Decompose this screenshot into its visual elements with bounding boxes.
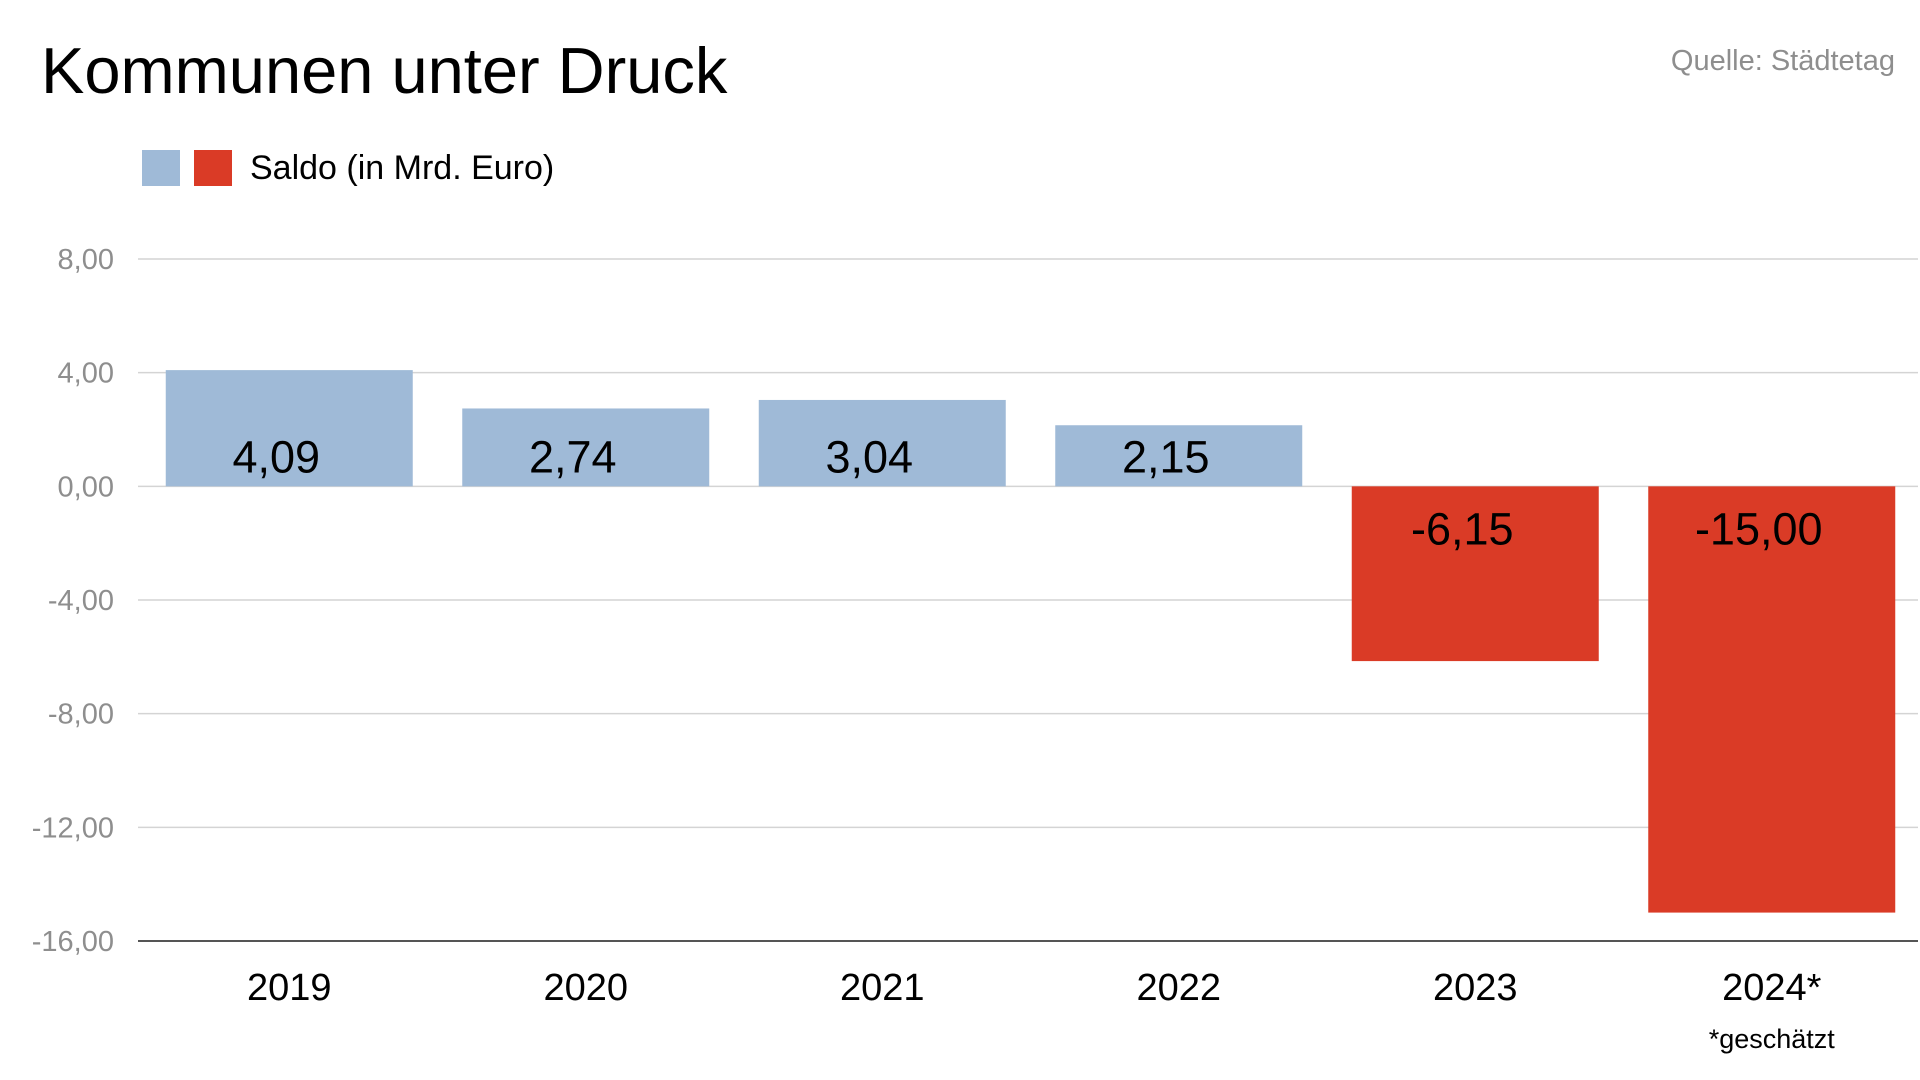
legend-swatch-positive — [142, 150, 180, 186]
bar-2021 — [758, 399, 1006, 487]
value-label: 3,04 — [825, 431, 913, 482]
value-label: -15,00 — [1695, 503, 1823, 554]
x-tick-label: 2022 — [1136, 967, 1221, 1009]
bar-2020 — [462, 408, 710, 487]
y-tick-label: 8,00 — [58, 244, 114, 276]
value-label: 4,09 — [232, 431, 320, 482]
estimate-note: *geschätzt — [1709, 1024, 1836, 1054]
x-tick-label: 2021 — [840, 967, 925, 1009]
legend: Saldo (in Mrd. Euro) — [142, 148, 555, 187]
bar-2024 — [1648, 486, 1896, 913]
x-tick-label: 2024* — [1722, 967, 1822, 1009]
y-tick-label: -16,00 — [32, 926, 114, 958]
bars — [165, 370, 1896, 913]
value-label: 2,15 — [1122, 431, 1210, 482]
chart-title: Kommunen unter Druck — [41, 34, 728, 107]
y-tick-label: -8,00 — [48, 699, 114, 731]
y-tick-label: -12,00 — [32, 812, 114, 844]
value-labels: 4,09 2,74 3,04 2,15 -6,15 -15,00 — [232, 431, 1822, 554]
x-tick-label: 2019 — [247, 967, 332, 1009]
legend-swatch-negative — [194, 150, 232, 186]
source-note: Quelle: Städtetag — [1670, 45, 1895, 77]
bar-2022 — [1055, 425, 1303, 487]
y-tick-label: -4,00 — [48, 585, 114, 617]
y-tick-label: 0,00 — [58, 471, 114, 503]
x-axis-labels: 2019 2020 2021 2022 2023 2024* — [247, 967, 1822, 1009]
y-tick-label: 4,00 — [58, 358, 114, 390]
x-tick-label: 2020 — [543, 967, 628, 1009]
y-axis-ticks: 8,00 4,00 0,00 -4,00 -8,00 -12,00 -16,00 — [32, 244, 114, 958]
bar-2023 — [1351, 486, 1599, 662]
value-label: 2,74 — [529, 431, 617, 482]
annotations: *geschätzt — [1709, 1024, 1836, 1054]
bar-2019 — [165, 370, 413, 487]
grid-lines — [138, 258, 1918, 829]
x-tick-label: 2023 — [1433, 967, 1518, 1009]
value-label: -6,15 — [1411, 503, 1514, 554]
legend-label: Saldo (in Mrd. Euro) — [250, 148, 555, 187]
